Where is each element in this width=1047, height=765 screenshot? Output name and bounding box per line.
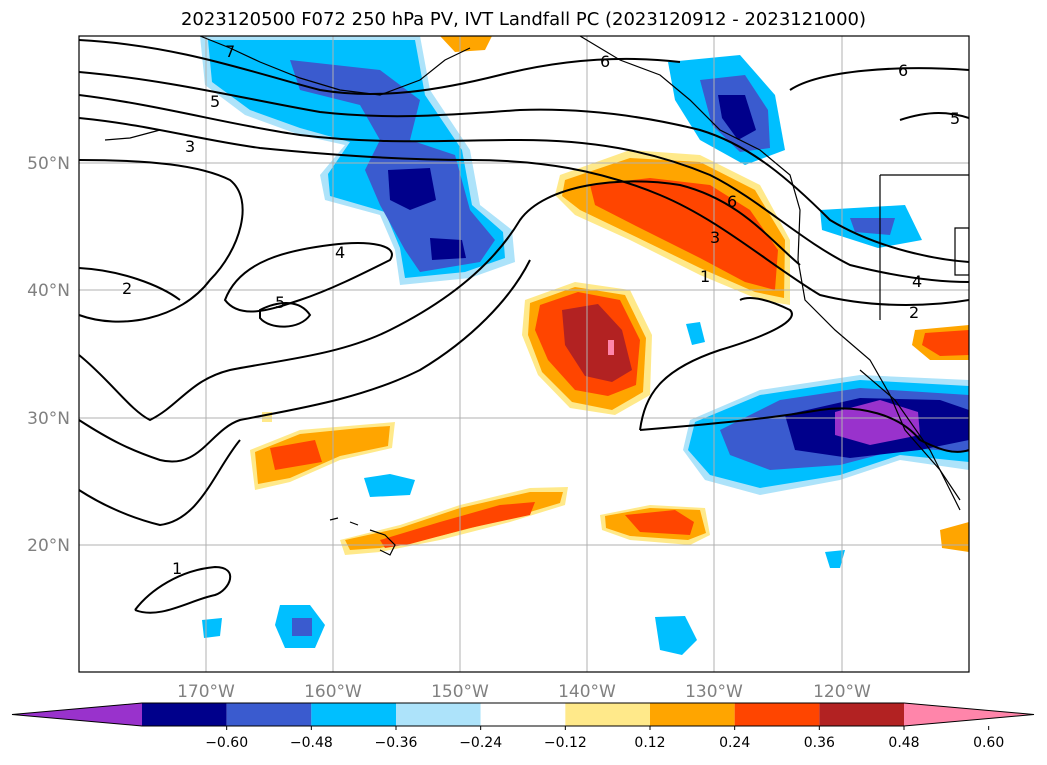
colorbar-tick-label: 0.48 [888,735,919,751]
colorbar-swatch [819,703,904,726]
colorbar: −0.60 −0.48 −0.36 −0.24 −0.12 0.12 0.24 0.36 0.4… [11,702,1035,751]
colorbar-tick-label: −0.60 [205,735,248,751]
plot-border [78,35,970,673]
colorbar-tick-label: 0.24 [719,735,750,751]
lat-label: 30°N [27,409,70,429]
lon-label: 130°W [685,682,743,702]
lat-label: 20°N [27,536,70,556]
contour-label: 6 [727,192,737,211]
latitude-labels: 50°N 40°N 30°N 20°N [27,154,70,556]
lon-label: 160°W [304,682,362,702]
lon-label: 140°W [558,682,616,702]
colorbar-outline [11,702,1035,727]
contour-label: 5 [275,293,285,312]
gridlines [79,36,969,672]
lat-label: 50°N [27,154,70,174]
colorbar-swatch [396,703,481,726]
contour-label: 2 [909,303,919,322]
colorbar-tick-label: 0.12 [634,735,665,751]
contour-label: 5 [210,92,220,111]
colorbar-tick-label: 0.36 [804,735,835,751]
colorbar-swatch [650,703,735,726]
contour-label: 4 [912,272,922,291]
colorbar-swatch [311,703,396,726]
lat-label: 40°N [27,281,70,301]
colorbar-tick-label: −0.12 [544,735,587,751]
colorbar-tick-label: −0.36 [375,735,418,751]
contour-label: 5 [950,109,960,128]
contour-labels: 7 6 6 5 5 5 4 4 3 3 2 2 1 1 6 [122,42,960,578]
colorbar-swatch [734,703,820,726]
contour-label: 1 [172,559,182,578]
coastlines [104,36,969,556]
colorbar-extend-max [904,703,1034,726]
colorbar-swatch [480,703,566,726]
map-title: 2023120500 F072 250 hPa PV, IVT Landfall… [180,9,867,30]
lon-label: 150°W [431,682,489,702]
contour-label: 6 [898,61,908,80]
colorbar-tick-label: 0.60 [973,735,1004,751]
lon-label: 120°W [813,682,871,702]
negative-anomaly-southwest [683,375,969,495]
negative-anomaly-bc-coast [668,55,922,248]
colorbar-tick-label: −0.24 [459,735,502,751]
contour-label: 4 [335,243,345,262]
contour-label: 6 [600,52,610,71]
colorbar-extend-min [12,703,142,726]
lon-label: 170°W [177,682,235,702]
colorbar-swatch [565,703,650,726]
contour-label: 3 [710,228,720,247]
negative-anomaly-spots [202,322,845,655]
colorbar-swatch [226,703,312,726]
pv-contours [79,39,969,614]
colorbar-tick-label: −0.48 [290,735,333,751]
longitude-labels: 170°W 160°W 150°W 140°W 130°W 120°W [177,682,871,702]
contour-label: 7 [225,42,235,61]
negative-anomaly-gulf-alaska [200,36,515,285]
positive-anomaly-subtropics [250,325,969,555]
colorbar-swatch [142,703,227,726]
plot-area [79,36,969,672]
contour-label: 3 [185,137,195,156]
contour-label: 1 [700,267,710,286]
contour-label: 2 [122,279,132,298]
